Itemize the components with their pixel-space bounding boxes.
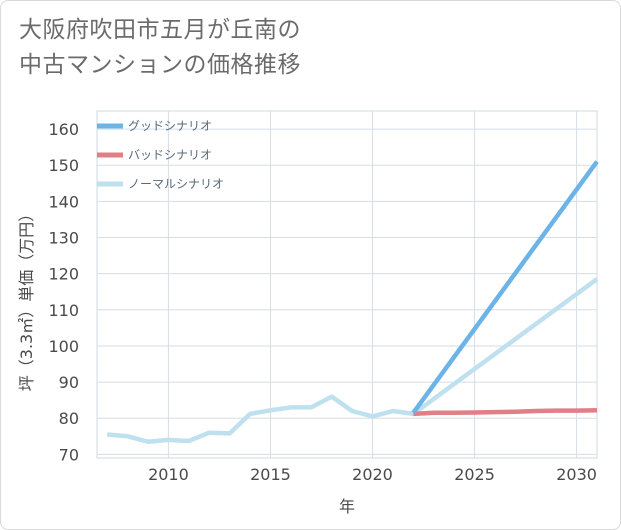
y-tick-label-150: 150 [48,156,79,175]
y-axis-label: 坪（3.3㎡）単価（万円） [17,206,36,391]
series-line-0 [411,160,599,415]
y-tick-label-120: 120 [48,265,79,284]
y-tick-label-160: 160 [48,120,79,139]
y-tick-label-110: 110 [48,301,79,320]
chart-title: 大阪府吹田市五月が丘南の 中古マンションの価格推移 [19,13,439,83]
legend-label-2: ノーマルシナリオ [128,177,224,191]
y-tick-label-70: 70 [59,445,79,464]
x-axis-label: 年 [339,497,355,516]
y-tick-label-80: 80 [59,409,79,428]
x-tick-label-2025: 2025 [454,465,495,484]
plot-frame [96,110,598,459]
x-tick-label-2015: 2015 [250,465,291,484]
series-line-1 [413,408,598,417]
x-tick-label-2020: 2020 [352,465,393,484]
x-tick-label-2030: 2030 [556,465,597,484]
y-tick-label-140: 140 [48,192,79,211]
title-line-2: 中古マンションの価格推移 [19,52,301,78]
y-tick-label-130: 130 [48,229,79,248]
series-line-2 [107,277,599,444]
legend-label-0: グッドシナリオ [128,119,212,133]
tick-labels: 70 80 90 100 110 120 130 140 150 160 2010 2015 2020 2… [48,120,596,484]
series-group [107,160,599,444]
y-tick-label-100: 100 [48,337,79,356]
y-tick-label-90: 90 [59,373,79,392]
title-line-1: 大阪府吹田市五月が丘南の [19,17,301,43]
x-tick-label-2010: 2010 [148,465,189,484]
legend-label-1: バッドシナリオ [128,148,212,162]
